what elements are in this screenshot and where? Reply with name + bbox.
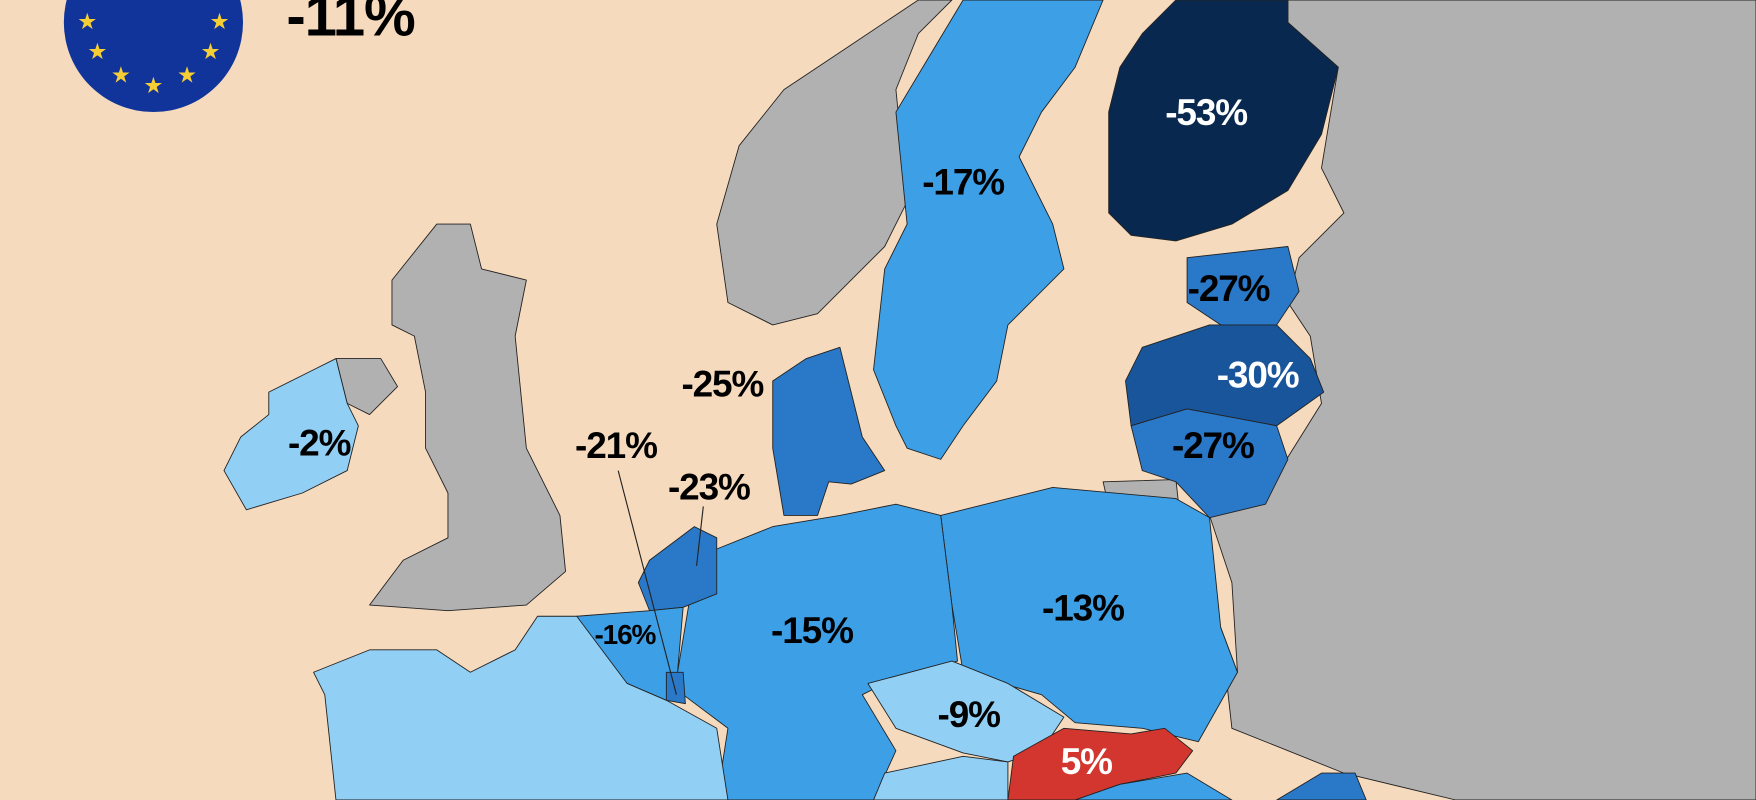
finland-label: -53% <box>1165 92 1247 133</box>
svg-text:★: ★ <box>87 39 107 65</box>
luxembourg-label: -21% <box>575 425 657 466</box>
finland <box>1108 0 1339 242</box>
slovakia-label: 5% <box>1061 741 1112 782</box>
austria <box>873 755 1009 800</box>
great-britain <box>369 223 566 612</box>
denmark-label: -25% <box>681 363 763 404</box>
romania <box>1276 772 1367 800</box>
lithuania-label: -27% <box>1172 425 1254 466</box>
svg-text:★: ★ <box>143 73 163 99</box>
svg-text:★: ★ <box>209 9 229 35</box>
lithuania <box>1130 408 1289 519</box>
svg-text:★: ★ <box>111 63 131 89</box>
eu-label: -11% <box>286 0 415 49</box>
netherlands <box>637 526 718 612</box>
netherlands-label: -23% <box>668 466 750 507</box>
leader-line <box>696 506 704 566</box>
latvia <box>1125 324 1325 427</box>
slovakia <box>1007 727 1194 800</box>
svg-text:★: ★ <box>201 39 221 65</box>
ireland-label: -2% <box>288 423 351 464</box>
germany-label: -15% <box>771 610 853 651</box>
sweden <box>873 0 1104 460</box>
estonia-label: -27% <box>1188 268 1270 309</box>
belgium-label: -16% <box>594 619 656 650</box>
svg-text:★: ★ <box>77 9 97 35</box>
france <box>313 615 729 800</box>
hungary <box>1074 772 1233 800</box>
svg-text:★: ★ <box>177 63 197 89</box>
luxembourg <box>665 671 686 705</box>
denmark <box>772 346 886 516</box>
poland-label: -13% <box>1042 587 1124 628</box>
eu-flag: ★ ★ ★ ★ ★ ★ ★ <box>63 0 243 113</box>
ireland <box>223 358 359 511</box>
leader-line <box>617 470 677 695</box>
germany <box>677 503 958 800</box>
sweden-label: -17% <box>922 162 1004 203</box>
latvia-label: -30% <box>1217 354 1299 395</box>
czechia-label: -9% <box>938 694 1001 735</box>
